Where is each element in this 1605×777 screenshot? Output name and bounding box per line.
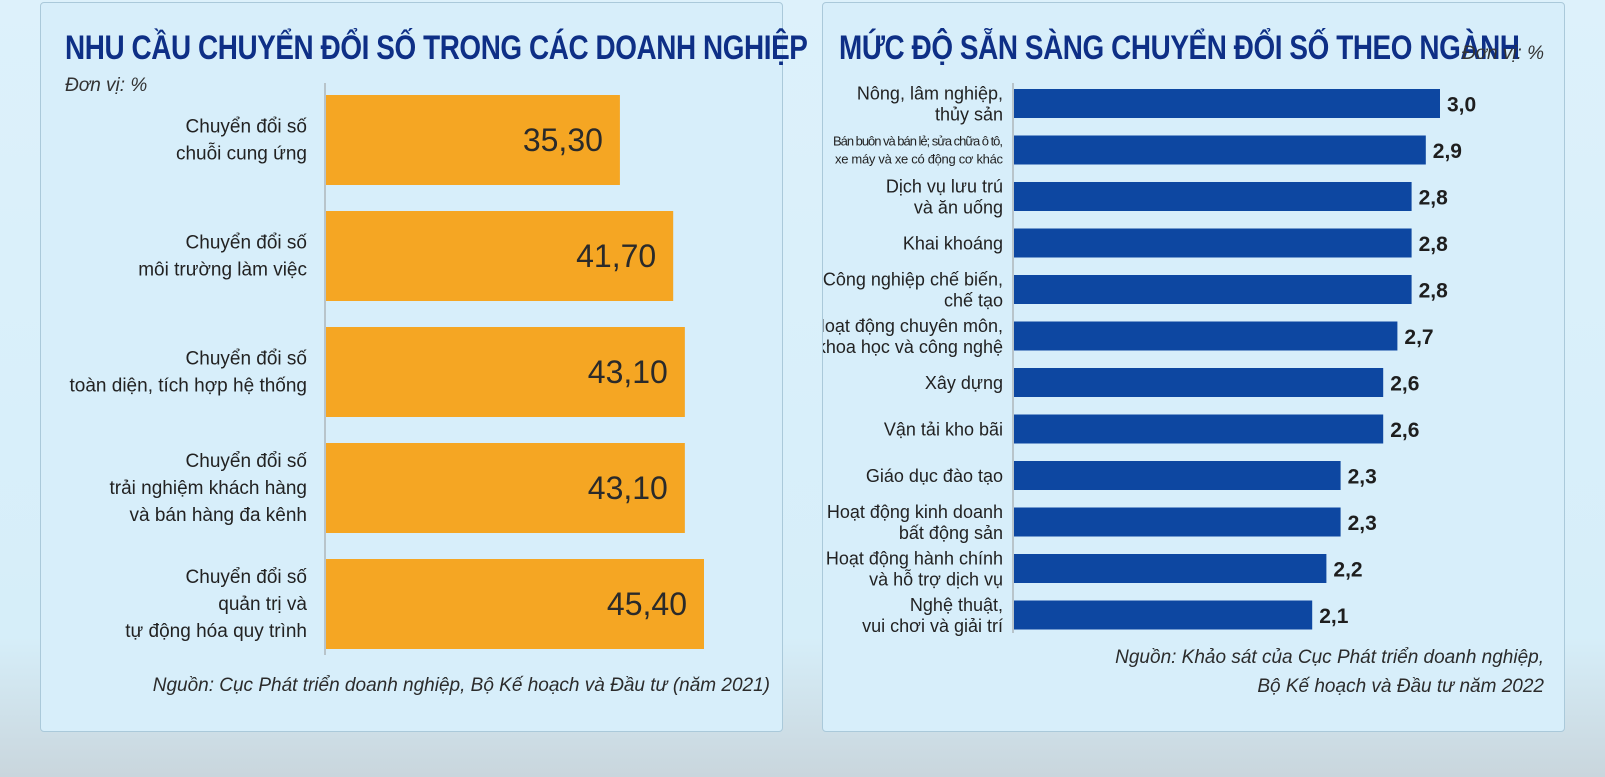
right-bar-value-4: 2,8	[1419, 280, 1449, 303]
right-category-label-9-0: Hoạt động kinh doanh	[827, 502, 1003, 522]
right-category-label-5-0: Hoạt động chuyên môn,	[823, 316, 1003, 336]
left-category-label-3-2: và bán hàng đa kênh	[130, 505, 308, 526]
left-bar-3	[326, 443, 685, 533]
right-category-label-4-1: chế tạo	[944, 290, 1003, 310]
right-bar-11	[1014, 600, 1313, 630]
right-source-note: Nguồn: Khảo sát của Cục Phát triển doanh…	[1115, 643, 1544, 701]
right-source-line-2: Bộ Kế hoạch và Đầu tư năm 2022	[1257, 676, 1544, 697]
right-bar-value-7: 2,6	[1390, 419, 1419, 442]
right-chart-panel: MỨC ĐỘ SẴN SÀNG CHUYỂN ĐỔI SỐ THEO NGÀNH…	[822, 2, 1565, 732]
left-bar-1	[326, 211, 674, 301]
right-bar-value-11: 2,1	[1319, 605, 1349, 628]
right-category-label-11-0: Nghệ thuật,	[910, 595, 1003, 615]
right-bar-value-8: 2,3	[1348, 466, 1377, 489]
right-category-label-7-0: Vận tải kho bãi	[884, 419, 1003, 439]
right-unit-label: Đơn vị: %	[1461, 43, 1544, 64]
right-bar-9	[1014, 507, 1341, 537]
left-bar-value-4: 45,40	[607, 586, 687, 622]
right-category-label-4-0: Công nghiệp chế biến,	[823, 269, 1003, 289]
left-bar-value-2: 43,10	[588, 354, 668, 390]
right-category-label-0-1: thủy sản	[935, 104, 1003, 124]
left-category-label-3-1: trải nghiệm khách hàng	[109, 478, 307, 499]
right-bar-chart: 3,0 Nông, lâm nghiệp,thủy sản 2,9 Bán buôn …	[823, 83, 1476, 636]
right-bar-6	[1014, 368, 1384, 397]
left-category-label-1-1: môi trường làm việc	[138, 260, 307, 281]
right-source-line-1: Nguồn: Khảo sát của Cục Phát triển doanh…	[1115, 647, 1544, 668]
left-category-label-4-2: tự động hóa quy trình	[125, 621, 307, 642]
right-category-label-6-0: Xây dựng	[925, 373, 1003, 393]
left-category-label-4-0: Chuyển đổi số	[186, 567, 308, 588]
right-bar-value-3: 2,8	[1419, 233, 1449, 256]
right-category-label-10-1: và hỗ trợ dịch vụ	[869, 568, 1003, 589]
right-category-label-8-0: Giáo dục đào tạo	[866, 466, 1003, 486]
right-bar-value-9: 2,3	[1348, 512, 1377, 535]
right-bar-value-2: 2,8	[1419, 187, 1449, 210]
left-bar-4	[326, 559, 704, 649]
right-category-label-11-1: vui chơi và giải trí	[862, 616, 1003, 636]
right-bar-3	[1014, 228, 1412, 258]
right-category-label-10-0: Hoạt động hành chính	[826, 548, 1003, 568]
right-category-label-0-0: Nông, lâm nghiệp,	[857, 83, 1003, 103]
left-chart-title: NHU CẦU CHUYỂN ĐỔI SỐ TRONG CÁC DOANH NG…	[65, 29, 808, 67]
left-category-label-2-0: Chuyển đổi số	[186, 349, 308, 370]
right-bar-value-6: 2,6	[1390, 373, 1419, 396]
right-bar-5	[1014, 321, 1398, 351]
right-bar-2	[1014, 182, 1412, 211]
right-category-label-3-0: Khai khoáng	[903, 233, 1003, 253]
right-bar-value-5: 2,7	[1404, 326, 1433, 349]
left-bar-chart: 35,30 Chuyển đổi số chuỗi cung ứng 41,70 Chu…	[70, 83, 704, 655]
right-bar-value-0: 3,0	[1447, 94, 1476, 117]
right-bar-0	[1014, 89, 1440, 118]
right-bar-4	[1014, 275, 1412, 304]
left-category-label-1-0: Chuyển đổi số	[186, 233, 308, 254]
left-chart-panel: NHU CẦU CHUYỂN ĐỔI SỐ TRONG CÁC DOANH NG…	[40, 2, 808, 732]
left-category-label-4-1: quản trị và	[218, 594, 307, 615]
right-bar-8	[1014, 461, 1341, 490]
left-bar-value-0: 35,30	[523, 122, 603, 158]
right-category-label-1-1: xe máy và xe có động cơ khác	[835, 152, 1004, 167]
left-category-label-2-1: toàn diện, tích hợp hệ thống	[70, 376, 307, 397]
right-category-label-9-1: bất động sản	[899, 523, 1003, 543]
left-bar-2	[326, 327, 685, 417]
right-bar-10	[1014, 554, 1327, 583]
right-category-label-5-1: khoa học và công nghệ	[823, 337, 1003, 357]
right-category-label-2-1: và ăn uống	[914, 197, 1003, 217]
left-unit-label: Đơn vị: %	[65, 75, 148, 96]
left-category-label-0-1: chuỗi cung ứng	[176, 143, 307, 165]
left-bar-value-1: 41,70	[576, 238, 656, 274]
left-source-note: Nguồn: Cục Phát triển doanh nghiệp, Bộ K…	[152, 675, 770, 696]
right-bar-1	[1014, 135, 1426, 165]
left-category-label-0-0: Chuyển đổi số	[186, 117, 308, 138]
right-bar-value-1: 2,9	[1433, 140, 1462, 163]
right-category-label-1-0: Bán buôn và bán lẻ; sửa chữa ô tô,	[833, 134, 1003, 149]
left-category-label-3-0: Chuyển đổi số	[186, 451, 308, 472]
left-bar-0	[326, 95, 620, 185]
left-bar-value-3: 43,10	[588, 470, 668, 506]
right-chart-title: MỨC ĐỘ SẴN SÀNG CHUYỂN ĐỔI SỐ THEO NGÀNH	[839, 29, 1520, 67]
right-category-label-2-0: Dịch vụ lưu trú	[886, 176, 1003, 196]
right-bar-value-10: 2,2	[1333, 559, 1362, 582]
right-bar-7	[1014, 414, 1384, 444]
